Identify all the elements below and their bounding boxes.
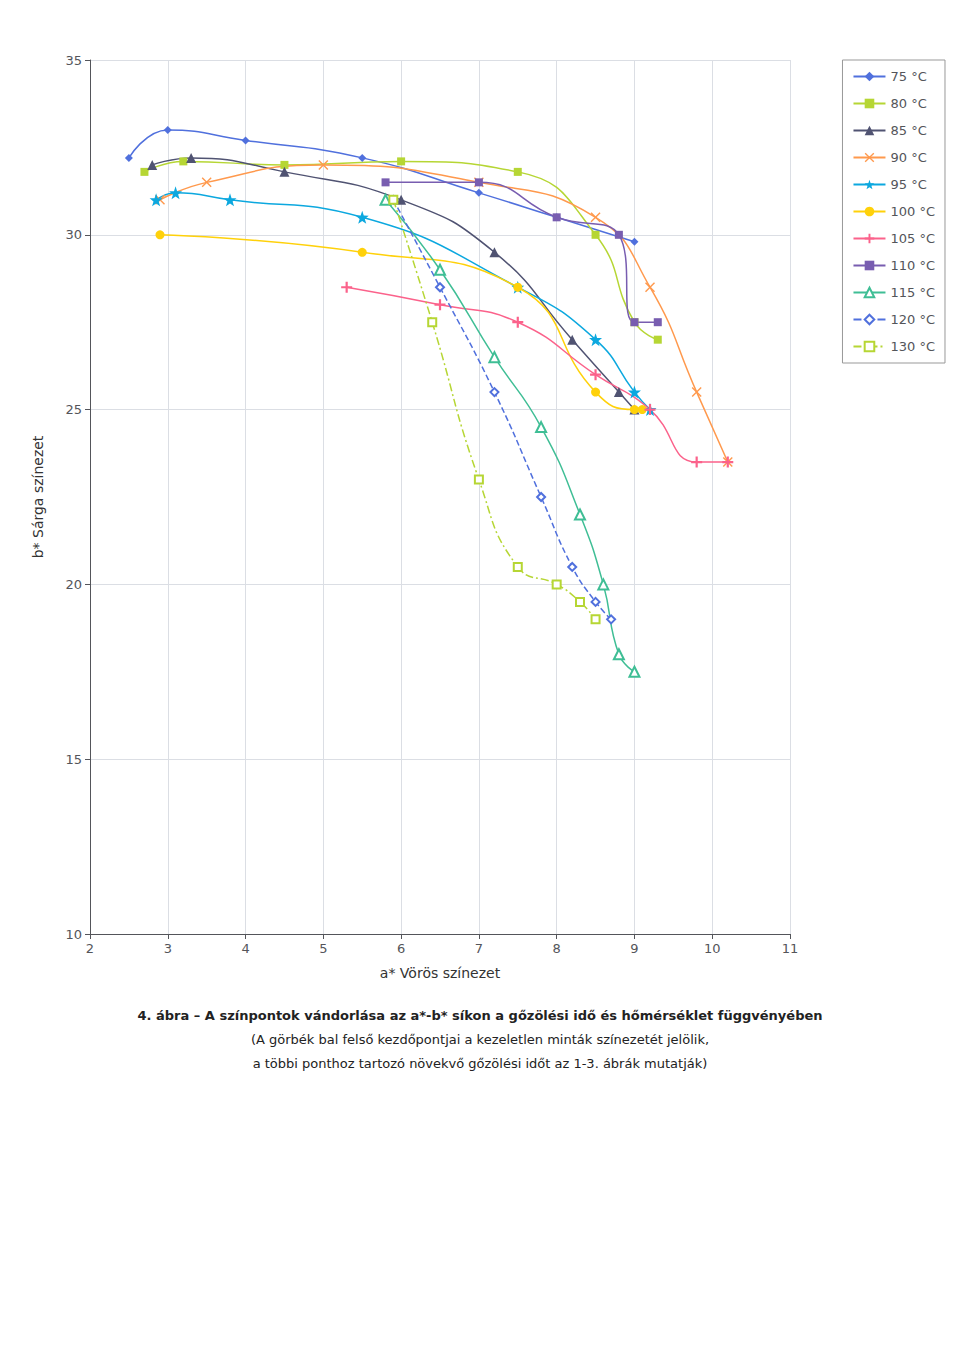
svg-text:30: 30 — [65, 227, 82, 242]
svg-text:90 °C: 90 °C — [890, 150, 926, 165]
svg-text:10: 10 — [704, 941, 721, 956]
svg-text:a* Vörös színezet: a* Vörös színezet — [380, 965, 501, 981]
svg-text:7: 7 — [475, 941, 483, 956]
svg-text:75 °C: 75 °C — [890, 69, 926, 84]
svg-text:20: 20 — [65, 577, 82, 592]
svg-text:100 °C: 100 °C — [890, 204, 935, 219]
svg-text:a többi ponthoz tartozó növekv: a többi ponthoz tartozó növekvő gőzölési… — [253, 1056, 708, 1071]
svg-text:8: 8 — [553, 941, 561, 956]
svg-text:115 °C: 115 °C — [890, 285, 935, 300]
svg-text:11: 11 — [782, 941, 799, 956]
svg-text:95 °C: 95 °C — [890, 177, 926, 192]
svg-text:3: 3 — [164, 941, 172, 956]
svg-text:9: 9 — [630, 941, 638, 956]
svg-text:4: 4 — [241, 941, 249, 956]
svg-text:130 °C: 130 °C — [890, 339, 935, 354]
svg-text:6: 6 — [397, 941, 405, 956]
svg-text:(A görbék bal felső kezdőpontj: (A görbék bal felső kezdőpontjai a kezel… — [251, 1032, 709, 1047]
svg-text:85 °C: 85 °C — [890, 123, 926, 138]
svg-text:105 °C: 105 °C — [890, 231, 935, 246]
svg-text:2: 2 — [86, 941, 94, 956]
svg-text:25: 25 — [65, 402, 82, 417]
svg-text:10: 10 — [65, 927, 82, 942]
svg-text:35: 35 — [65, 53, 82, 68]
svg-text:b* Sárga színezet: b* Sárga színezet — [30, 435, 46, 558]
svg-text:5: 5 — [319, 941, 327, 956]
svg-text:80 °C: 80 °C — [890, 96, 926, 111]
svg-text:15: 15 — [65, 752, 82, 767]
svg-text:110 °C: 110 °C — [890, 258, 935, 273]
svg-text:120 °C: 120 °C — [890, 312, 935, 327]
svg-text:4. ábra – A színpontok vándorl: 4. ábra – A színpontok vándorlása az a*-… — [137, 1008, 822, 1023]
